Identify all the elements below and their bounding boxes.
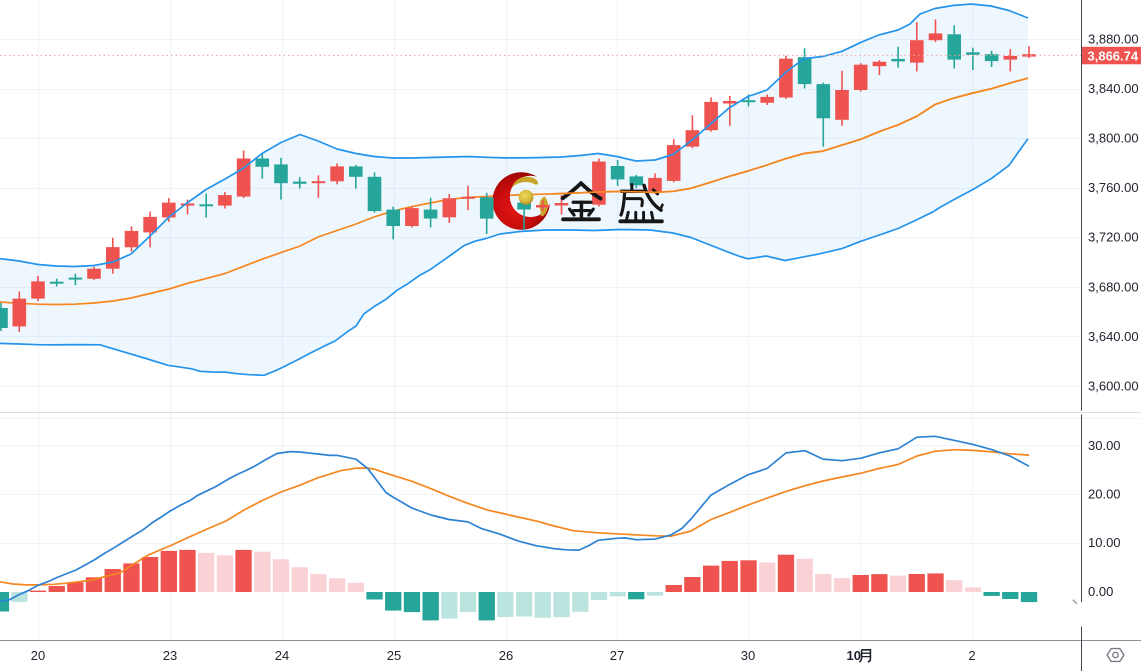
svg-text:3,640.00: 3,640.00 [1088, 329, 1139, 344]
svg-text:3,866.74: 3,866.74 [1088, 48, 1139, 63]
svg-text:3,720.00: 3,720.00 [1088, 230, 1139, 245]
svg-text:20: 20 [31, 648, 45, 663]
svg-text:30.00: 30.00 [1088, 438, 1121, 453]
svg-text:10: 10 [847, 648, 861, 663]
svg-text:3,760.00: 3,760.00 [1088, 180, 1139, 195]
svg-text:0.00: 0.00 [1088, 584, 1113, 599]
svg-text:26: 26 [499, 648, 513, 663]
svg-text:2: 2 [968, 648, 975, 663]
svg-text:25: 25 [387, 648, 401, 663]
svg-text:30: 30 [741, 648, 755, 663]
svg-text:3,880.00: 3,880.00 [1088, 31, 1139, 46]
svg-text:27: 27 [610, 648, 624, 663]
svg-text:24: 24 [275, 648, 289, 663]
svg-text:3,680.00: 3,680.00 [1088, 279, 1139, 294]
svg-text:3,600.00: 3,600.00 [1088, 379, 1139, 394]
svg-text:3,840.00: 3,840.00 [1088, 81, 1139, 96]
svg-text:20.00: 20.00 [1088, 487, 1121, 502]
svg-text:10.00: 10.00 [1088, 535, 1121, 550]
svg-text:23: 23 [163, 648, 177, 663]
svg-text:3,800.00: 3,800.00 [1088, 131, 1139, 146]
